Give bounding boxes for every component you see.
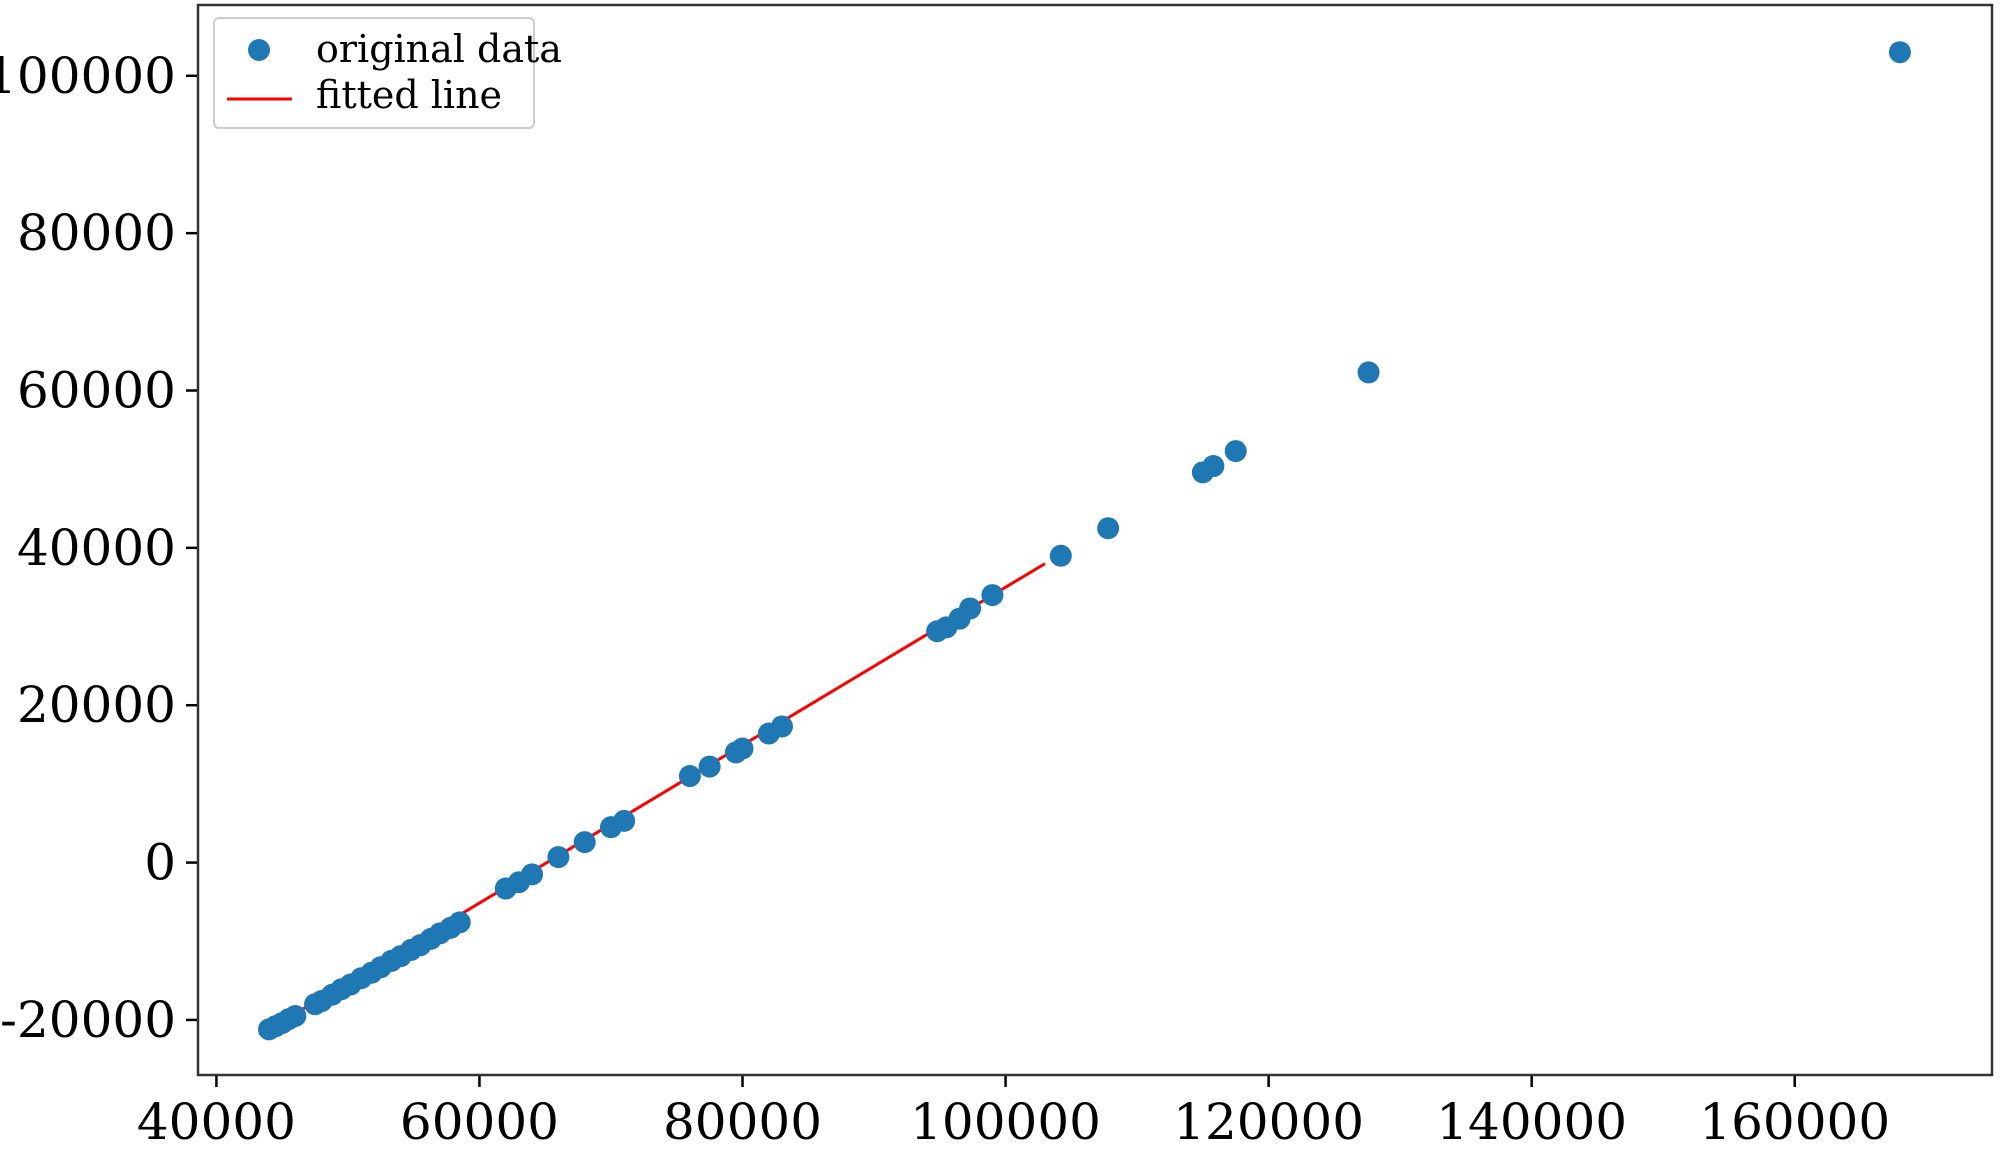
axis-ticks: 40000 60000 80000 100000 120000 140000 160000 -… xyxy=(0,47,1890,1150)
data-point xyxy=(1202,455,1225,478)
plot-area xyxy=(258,41,1911,1041)
legend-box xyxy=(213,17,535,129)
legend-label: fitted line xyxy=(316,73,502,117)
y-tick-label: 60000 xyxy=(17,362,176,420)
legend-marker-icon xyxy=(248,39,270,61)
data-point xyxy=(521,863,544,886)
x-tick-label: 40000 xyxy=(137,1093,296,1146)
data-point xyxy=(959,597,982,620)
data-point xyxy=(547,846,570,869)
data-point xyxy=(731,737,754,760)
data-point xyxy=(1357,361,1380,384)
data-point xyxy=(1888,41,1911,64)
y-tick-label: 40000 xyxy=(17,519,176,577)
data-point xyxy=(981,584,1004,607)
data-point xyxy=(698,755,721,778)
y-tick-label: 0 xyxy=(144,834,176,892)
y-tick-label: -20000 xyxy=(0,991,176,1049)
data-point xyxy=(1224,440,1247,463)
x-tick-label: 120000 xyxy=(1173,1093,1364,1146)
y-tick-label: 80000 xyxy=(17,204,176,262)
x-tick-label: 160000 xyxy=(1699,1093,1890,1146)
y-tick-label: 100000 xyxy=(0,47,176,105)
x-tick-label: 80000 xyxy=(663,1093,822,1146)
plot-frame xyxy=(196,3,1994,1077)
data-point xyxy=(284,1004,307,1027)
data-point xyxy=(448,911,471,934)
data-point xyxy=(1097,517,1120,540)
x-tick-label: 140000 xyxy=(1436,1093,1627,1146)
data-point xyxy=(613,809,636,832)
legend-label: original data xyxy=(316,27,562,71)
data-point xyxy=(678,765,701,788)
y-tick-label: 20000 xyxy=(17,676,176,734)
data-point xyxy=(1049,544,1072,567)
x-tick-label: 100000 xyxy=(910,1093,1101,1146)
data-point xyxy=(573,831,596,854)
x-tick-label: 60000 xyxy=(400,1093,559,1146)
data-point xyxy=(770,715,793,738)
